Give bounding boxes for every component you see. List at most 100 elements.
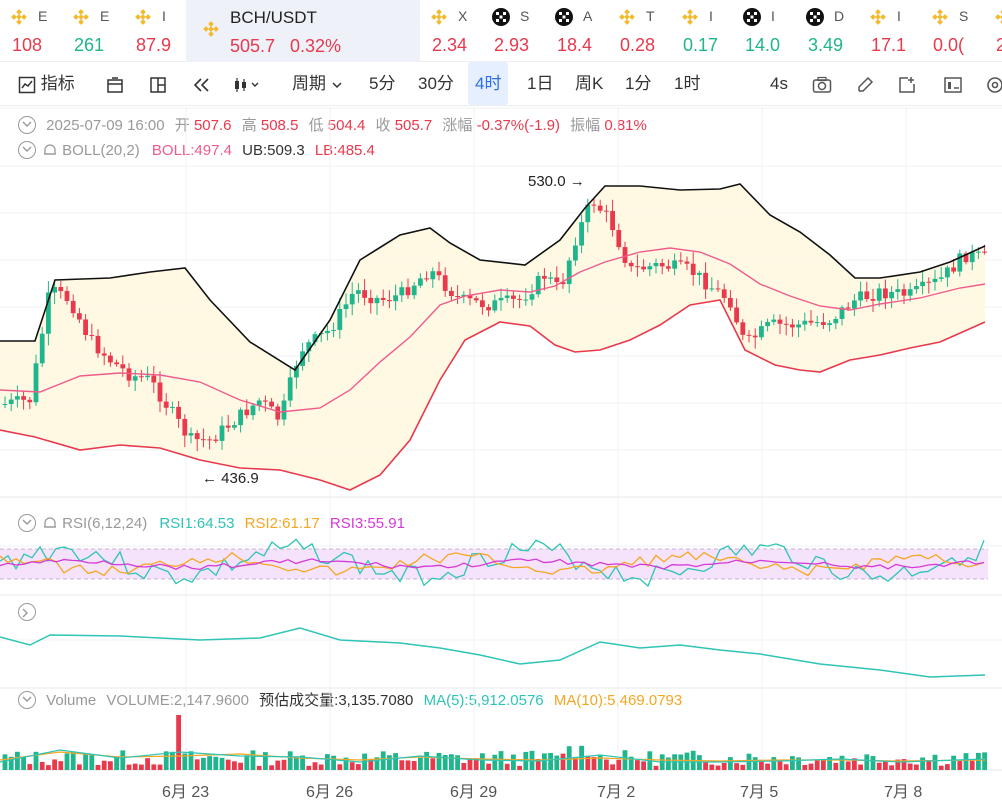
candle-body	[852, 300, 857, 309]
volume-bar	[907, 763, 913, 770]
volume-bar	[734, 763, 739, 770]
screenshot-button[interactable]	[812, 62, 832, 105]
interval-tab[interactable]: 30分	[418, 74, 454, 93]
volume-bar	[424, 751, 429, 770]
interval-tab[interactable]: 5分	[369, 74, 396, 93]
expand-toggle[interactable]	[18, 603, 36, 621]
volume-bar	[70, 752, 76, 770]
volume-bar	[976, 752, 981, 770]
chevron-down-icon	[22, 696, 32, 702]
volume-bar	[405, 760, 411, 770]
volume-bar	[213, 756, 219, 770]
chart-type-button[interactable]	[233, 62, 261, 105]
bell-icon[interactable]	[42, 515, 58, 531]
ticker-price: 14.0	[745, 35, 781, 55]
volume-bar	[932, 754, 938, 770]
bell-icon[interactable]	[42, 142, 58, 158]
candle-body	[672, 260, 677, 269]
interval-tab[interactable]: 1分	[625, 74, 652, 93]
collapse-toggle[interactable]	[18, 514, 36, 532]
collapse-toggle[interactable]	[18, 116, 36, 134]
interval-tab[interactable]: 1日	[527, 74, 554, 93]
ticker-item[interactable]: E 261	[62, 0, 122, 62]
volume-bar	[380, 751, 386, 770]
candle-body	[628, 262, 634, 267]
interval-tab[interactable]: 周K	[575, 74, 604, 93]
compare-button[interactable]	[943, 62, 963, 105]
chevron-down-icon	[332, 81, 342, 88]
ticker-item[interactable]: X 2.34	[420, 0, 480, 62]
add-panel-button[interactable]	[898, 62, 916, 105]
candle-body	[263, 400, 268, 402]
ticker-item[interactable]: D 3.49	[796, 0, 856, 62]
ticker-item[interactable]: I 87.9	[124, 0, 184, 62]
volume-bar	[64, 753, 70, 770]
ticker-price: 505.7	[230, 36, 276, 56]
candle-body	[796, 324, 801, 328]
ticker-item[interactable]: E 108	[0, 0, 60, 62]
binance-icon	[869, 8, 887, 26]
candle-body	[517, 298, 522, 300]
boll-upper-line	[0, 183, 986, 372]
collapse-toggle[interactable]	[18, 141, 36, 159]
candle-body	[560, 282, 566, 285]
volume-bar	[281, 759, 287, 770]
settings-button[interactable]	[986, 62, 1002, 105]
ticker-item[interactable]: S 0.0(	[921, 0, 981, 62]
interval-tab[interactable]: 4时	[468, 62, 509, 105]
candle-body	[486, 307, 491, 311]
candle-body	[343, 304, 349, 310]
volume-bar	[349, 762, 355, 770]
split-button[interactable]	[149, 62, 167, 105]
collapse-toggle[interactable]	[18, 691, 36, 709]
refresh-rate[interactable]: 4s	[770, 74, 788, 93]
candle-body	[610, 210, 615, 231]
candle-body	[467, 294, 473, 299]
candle-body	[901, 289, 907, 296]
candle-body	[58, 286, 64, 292]
volume-bar	[263, 752, 268, 770]
amplitude-label: 振幅	[570, 117, 601, 134]
ticker-item[interactable]: I 0.17	[671, 0, 731, 62]
ticker-item[interactable]: A 18.4	[545, 0, 605, 62]
volume-bar	[628, 756, 634, 770]
volume-bar	[783, 764, 789, 770]
close-label: 收	[375, 117, 391, 134]
volume-bar	[461, 763, 467, 770]
template-button[interactable]	[106, 62, 124, 105]
volume-bar	[486, 763, 491, 770]
candle-body	[281, 400, 287, 420]
replay-button[interactable]	[192, 62, 212, 105]
period-dropdown[interactable]: 周期	[292, 62, 343, 105]
ticker-item[interactable]: T 0.28	[608, 0, 668, 62]
candle-body	[170, 406, 175, 408]
ticker-symbol: T	[646, 8, 655, 24]
volume-bar	[901, 759, 907, 770]
volume-bar	[480, 753, 485, 770]
indicator-label: 指标	[40, 74, 75, 93]
volume-bar	[969, 760, 975, 770]
candle-body	[709, 288, 715, 290]
draw-button[interactable]	[856, 62, 874, 105]
volume-bar	[436, 752, 442, 770]
candle-body	[678, 260, 684, 262]
ticker-item[interactable]: S 2.93	[482, 0, 542, 62]
ticker-item[interactable]: I 14.0	[733, 0, 793, 62]
candle-body	[132, 376, 138, 381]
ticker-price: 0.28	[620, 35, 656, 55]
indicator-button[interactable]: 指标	[18, 62, 75, 105]
candle-body	[275, 406, 281, 420]
ticker-item[interactable]: BCH/USDT 505.7 0.32%	[186, 0, 420, 62]
volume-bar	[554, 755, 560, 770]
candle-body	[827, 323, 832, 326]
ticker-item[interactable]: I 17.1	[859, 0, 919, 62]
candle-body	[573, 245, 578, 261]
rsi-name: RSI(6,12,24)	[62, 515, 148, 532]
volume-bar	[250, 750, 256, 770]
candle-body	[715, 288, 721, 290]
estimated-volume: 预估成交量:3,135.7080	[259, 692, 414, 709]
interval-tab[interactable]: 1时	[674, 74, 701, 93]
candle-body	[728, 297, 733, 308]
volume-bar	[145, 758, 150, 770]
